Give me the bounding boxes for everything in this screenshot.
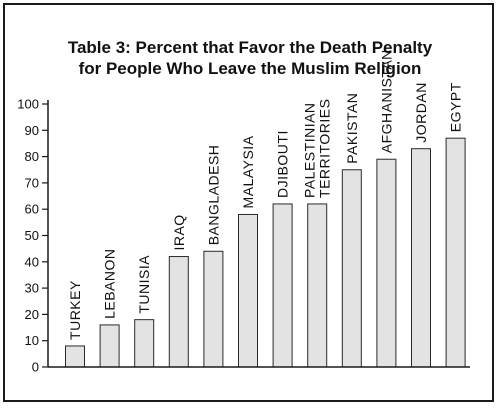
- bar: [307, 203, 328, 368]
- bar: [134, 319, 155, 368]
- y-tick-label: 30: [25, 281, 39, 296]
- category-label: MALAYSIA: [240, 135, 256, 208]
- category-label: TERRITORIES: [317, 99, 333, 198]
- y-tick-label: 20: [25, 307, 39, 322]
- category-labels: TURKEY LEBANON TUNISIA IRAQ BANGLADESH MALAYS…: [67, 49, 464, 340]
- y-tick-label: 40: [25, 254, 39, 269]
- category-label: TUNISIA: [136, 255, 152, 314]
- y-tick-label: 100: [17, 97, 39, 112]
- bar: [203, 250, 224, 368]
- bar: [341, 169, 362, 368]
- category-label: AFGHANISTAN: [378, 49, 394, 153]
- category-label: BANGLADESH: [205, 145, 221, 246]
- bar: [411, 148, 431, 368]
- bar: [238, 213, 258, 368]
- category-label: PAKISTAN: [344, 93, 360, 164]
- category-label: TURKEY: [67, 280, 83, 340]
- category-label: PALESTINIAN: [302, 102, 318, 198]
- y-tick-label: 0: [32, 360, 39, 375]
- y-tick-label: 80: [25, 149, 39, 164]
- bar: [65, 345, 85, 368]
- y-tick-label: 70: [25, 175, 39, 190]
- category-label: JORDAN: [413, 82, 429, 143]
- category-label: EGYPT: [448, 82, 464, 132]
- chart-title-line-2: for People Who Leave the Muslim Religion: [79, 59, 422, 78]
- category-label: IRAQ: [171, 214, 187, 250]
- bars-group: [65, 137, 466, 368]
- y-tick-label: 90: [25, 123, 39, 138]
- category-label: DJIBOUTI: [275, 130, 291, 198]
- y-tick-label: 50: [25, 228, 39, 243]
- chart-title-line-1: Table 3: Percent that Favor the Death Pe…: [68, 38, 433, 57]
- bar: [376, 158, 397, 368]
- bar: [445, 137, 466, 368]
- bar: [272, 203, 293, 368]
- y-tick-label: 10: [25, 333, 39, 348]
- bar: [168, 256, 189, 368]
- bar: [99, 324, 120, 368]
- y-axis-ticks: 0 10 20 30 40 50 60 70 80 90 100: [17, 97, 48, 375]
- category-label: LEBANON: [102, 248, 118, 318]
- y-tick-label: 60: [25, 202, 39, 217]
